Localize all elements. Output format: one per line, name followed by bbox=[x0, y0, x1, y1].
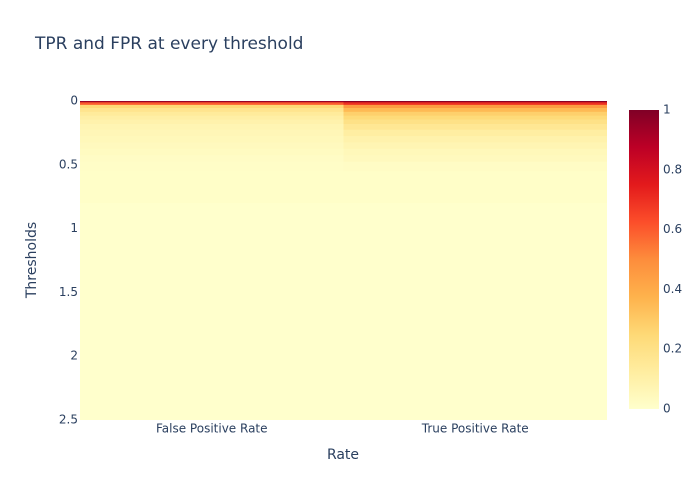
y-tick-label: 2 bbox=[70, 349, 78, 363]
heatmap-cell bbox=[343, 101, 607, 103]
colorbar-tick-label: 0.2 bbox=[663, 342, 682, 356]
y-tick-label: 1.5 bbox=[59, 285, 78, 299]
heatmap-cell bbox=[80, 101, 344, 103]
x-tick-label: False Positive Rate bbox=[156, 422, 268, 436]
y-tick-label: 0 bbox=[70, 94, 78, 108]
heatmap-cell bbox=[343, 171, 607, 204]
heatmap-cell bbox=[343, 119, 607, 125]
heatmap-cell bbox=[80, 203, 344, 261]
heatmap-cell bbox=[343, 324, 607, 389]
heatmap-cell bbox=[343, 129, 607, 137]
heatmap-cell bbox=[80, 119, 344, 125]
heatmap-cell bbox=[80, 161, 344, 172]
colorbar-tick-label: 0 bbox=[663, 402, 671, 416]
heatmap-cell bbox=[80, 142, 344, 150]
heatmap-cell bbox=[80, 324, 344, 389]
colorbar bbox=[629, 110, 659, 409]
heatmap-cell bbox=[80, 171, 344, 204]
heatmap-cell bbox=[80, 129, 344, 137]
heatmap-cell bbox=[343, 102, 607, 106]
heatmap-cell bbox=[343, 161, 607, 172]
heatmap-cell bbox=[343, 203, 607, 261]
heatmap-cell bbox=[80, 155, 344, 163]
heatmap-cell bbox=[343, 142, 607, 150]
colorbar-tick-label: 0.6 bbox=[663, 222, 682, 236]
heatmap-cell bbox=[80, 111, 344, 117]
heatmap-cell bbox=[343, 123, 607, 131]
heatmap-cell bbox=[80, 148, 344, 156]
heatmap-cell bbox=[343, 148, 607, 156]
colorbar-tick-label: 0.8 bbox=[663, 162, 682, 176]
heatmap-cell bbox=[80, 123, 344, 131]
x-axis-label: Rate bbox=[327, 447, 359, 463]
colorbar-tick-label: 0.4 bbox=[663, 282, 682, 296]
colorbar-tick-label: 1 bbox=[663, 103, 671, 117]
y-axis-label: Thresholds bbox=[24, 222, 40, 299]
heatmap-cell bbox=[343, 155, 607, 163]
y-tick-label: 0.5 bbox=[59, 157, 78, 171]
heatmap-cell bbox=[80, 108, 344, 113]
x-tick-label: True Positive Rate bbox=[421, 422, 529, 436]
y-tick-label: 2.5 bbox=[59, 413, 78, 427]
heatmap-cell bbox=[343, 136, 607, 143]
heatmap-cell bbox=[80, 115, 344, 121]
heatmap-cell bbox=[343, 108, 607, 113]
heatmap-cell bbox=[80, 104, 344, 109]
heatmap-cell bbox=[343, 260, 607, 325]
heatmap-cell bbox=[80, 102, 344, 106]
heatmap-cell bbox=[343, 115, 607, 121]
y-tick-label: 1 bbox=[70, 221, 78, 235]
heatmap-cell bbox=[80, 260, 344, 325]
heatmap-cell bbox=[343, 104, 607, 109]
heatmap bbox=[80, 101, 607, 420]
chart-title: TPR and FPR at every threshold bbox=[34, 34, 303, 54]
heatmap-cell bbox=[343, 388, 607, 420]
heatmap-cell bbox=[343, 111, 607, 117]
heatmap-cell bbox=[80, 136, 344, 143]
heatmap-cell bbox=[80, 388, 344, 420]
